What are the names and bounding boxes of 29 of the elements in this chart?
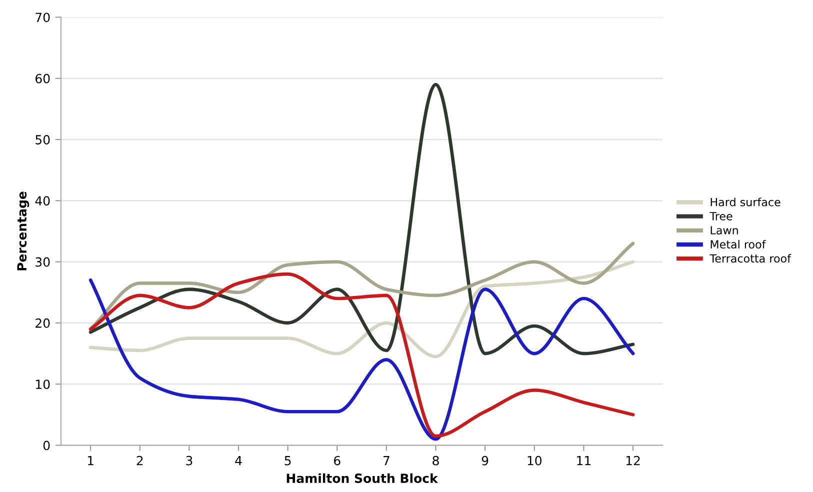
x-axis-title: Hamilton South Block (286, 473, 438, 484)
y-tick-label: 0 (43, 440, 50, 450)
legend-label: Tree (710, 212, 732, 220)
line-series (88, 82, 635, 356)
x-tick-label: 12 (626, 456, 640, 466)
y-tick-label: 10 (36, 380, 50, 390)
x-tick-label: 1 (88, 456, 94, 466)
x-tick-label: 5 (284, 456, 291, 466)
line-series (88, 260, 635, 358)
legend-label: Lawn (710, 226, 738, 234)
x-tick-label: 9 (482, 456, 488, 466)
x-tick-label: 4 (235, 456, 242, 466)
y-tick-label: 50 (36, 134, 50, 144)
legend-label: Terracotta roof (710, 254, 792, 263)
y-axis-title: Percentage (17, 192, 30, 270)
y-tick-label: 40 (35, 196, 50, 206)
x-tick-label: 6 (334, 456, 340, 466)
y-tick-label: 30 (36, 257, 50, 267)
y-tick-label: 60 (36, 74, 50, 84)
x-tick-label: 10 (528, 456, 542, 466)
legend-label: Hard surface (710, 198, 780, 206)
y-tick-label: 70 (36, 12, 50, 22)
x-tick-label: 7 (383, 456, 390, 466)
x-tick-label: 3 (186, 456, 192, 466)
x-tick-label: 2 (136, 456, 143, 466)
legend-label: Metal roof (710, 240, 766, 249)
y-tick-label: 20 (36, 318, 50, 328)
x-tick-label: 11 (577, 456, 590, 466)
x-tick-label: 8 (432, 456, 439, 466)
